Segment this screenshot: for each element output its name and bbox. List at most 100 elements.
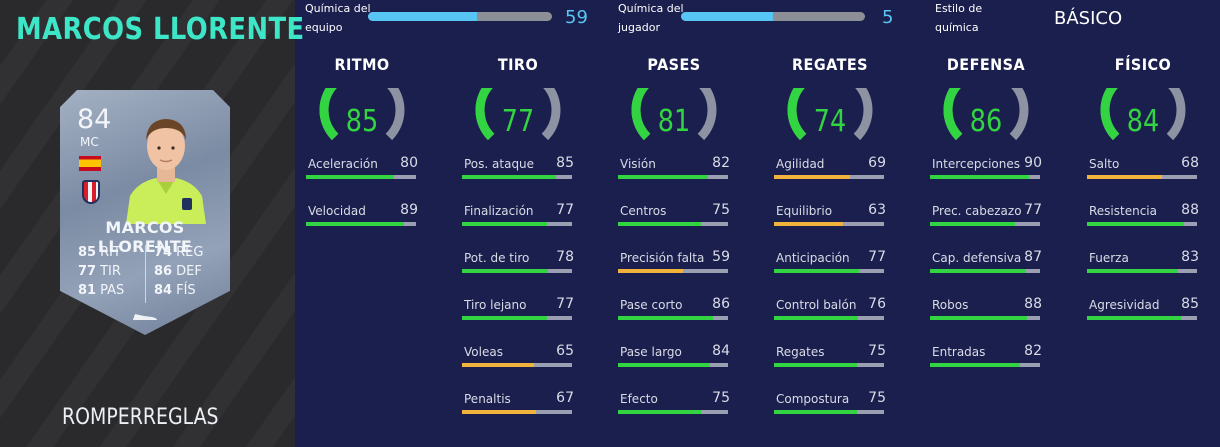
category-gauge: 86 [938, 88, 1034, 144]
sub-stat-value: 88 [1024, 296, 1042, 312]
category-title: TIRO [497, 55, 539, 74]
gauge-arc [475, 88, 561, 141]
sub-stat-row: Anticipación 77 [774, 249, 886, 298]
card-rating: 84 [77, 104, 112, 135]
sub-stat-bar [774, 363, 884, 367]
card-stat-def: 86 DEF [154, 264, 202, 279]
sub-stat-bar [462, 175, 572, 179]
sub-stat-label: Finalización [464, 204, 534, 218]
sub-stat-value: 80 [400, 155, 418, 171]
chemistry-style-name: ROMPERREGLAS [62, 405, 219, 430]
sub-stat-value: 68 [1181, 155, 1199, 171]
sub-stat-bar [462, 363, 572, 367]
sub-stat-bar [462, 222, 572, 226]
club-crest-icon [82, 180, 100, 204]
sub-stat-bar [1087, 269, 1197, 273]
sub-stat-row: Visión 82 [618, 155, 730, 204]
category-gauge: 85 [314, 88, 410, 144]
player-chemistry-meter [681, 12, 865, 21]
chemistry-style-value: BÁSICO [1054, 8, 1123, 29]
stat-column-pases: PASES 81 Visión 82 Centros 75 Precisión falta 5… [618, 55, 730, 439]
card-position: MC [80, 135, 99, 149]
sub-stat-bar [1087, 175, 1197, 179]
sub-stat-row: Intercepciones 90 [930, 155, 1042, 204]
player-name: MARCOS LLORENTE [16, 12, 305, 47]
sub-stat-value: 84 [712, 343, 730, 359]
card-stat-fis: 84 FÍS [154, 283, 196, 298]
sub-stat-row: Equilibrio 63 [774, 202, 886, 251]
sub-stat-row: Cap. defensiva 87 [930, 249, 1042, 298]
stat-column-tiro: TIRO 77 Pos. ataque 85 Finalización 77 Pot. de… [462, 55, 574, 439]
sub-stat-bar [618, 410, 728, 414]
stat-column-regates: REGATES 74 Agilidad 69 Equilibrio 63 Anticipac… [774, 55, 886, 439]
sub-stat-label: Salto [1089, 157, 1120, 171]
sub-stat-bar-fill [1087, 222, 1184, 226]
boot-icon [133, 314, 157, 320]
sub-stat-bar-fill [306, 222, 404, 226]
sub-stat-label: Robos [932, 298, 969, 312]
sub-stat-row: Robos 88 [930, 296, 1042, 345]
sub-stat-bar [1087, 316, 1197, 320]
sub-stat-bar-fill [462, 175, 556, 179]
sub-stat-label: Compostura [776, 392, 850, 406]
sub-stat-label: Anticipación [776, 251, 850, 265]
card-stat-pas: 81 PAS [78, 283, 125, 298]
sub-stat-bar-fill [618, 363, 711, 367]
sub-stat-bar [618, 316, 728, 320]
sub-stat-value: 83 [1181, 249, 1199, 265]
sub-stat-value: 78 [556, 249, 574, 265]
stat-column-ritmo: RITMO 85 Aceleración 80 Velocidad 89 [306, 55, 418, 251]
category-gauge: 74 [782, 88, 878, 144]
category-rating: 84 [1126, 104, 1160, 139]
sub-stat-value: 75 [868, 343, 886, 359]
sub-stat-value: 75 [712, 202, 730, 218]
stat-column-defensa: DEFENSA 86 Intercepciones 90 Prec. cabezazo 7… [930, 55, 1042, 392]
sub-stat-list: Pos. ataque 85 Finalización 77 Pot. de tiro 7… [462, 155, 574, 439]
sub-stat-value: 82 [1024, 343, 1042, 359]
sub-stat-value: 63 [868, 202, 886, 218]
player-chemistry-value: 5 [882, 7, 894, 28]
sub-stat-list: Visión 82 Centros 75 Precisión falta 59 Pase c… [618, 155, 730, 439]
sub-stat-row: Efecto 75 [618, 390, 730, 439]
sub-stat-value: 59 [712, 249, 730, 265]
category-rating: 86 [969, 104, 1003, 139]
sub-stat-bar-fill [618, 410, 701, 414]
sub-stat-label: Precisión falta [620, 251, 705, 265]
sub-stat-bar [462, 269, 572, 273]
sub-stat-label: Visión [620, 157, 656, 171]
sub-stat-bar-fill [462, 363, 534, 367]
sub-stat-row: Pos. ataque 85 [462, 155, 574, 204]
sub-stat-list: Aceleración 80 Velocidad 89 [306, 155, 418, 251]
player-portrait [126, 119, 206, 224]
sub-stat-bar-fill [462, 269, 548, 273]
sub-stat-list: Intercepciones 90 Prec. cabezazo 77 Cap. def… [930, 155, 1042, 392]
sub-stat-label: Voleas [464, 345, 503, 359]
player-chemistry-fill [681, 12, 773, 21]
sub-stat-bar [930, 316, 1040, 320]
sub-stat-row: Prec. cabezazo 77 [930, 202, 1042, 251]
sub-stat-value: 75 [712, 390, 730, 406]
sub-stat-value: 76 [868, 296, 886, 312]
player-chemistry-label: Química del jugador [618, 2, 684, 34]
sub-stat-value: 65 [556, 343, 574, 359]
sub-stat-value: 69 [868, 155, 886, 171]
sub-stat-bar-fill [1087, 269, 1179, 273]
sub-stat-row: Regates 75 [774, 343, 886, 392]
sub-stat-bar-fill [774, 222, 844, 226]
sub-stat-label: Agresividad [1089, 298, 1160, 312]
category-rating: 74 [813, 104, 847, 139]
sub-stat-bar-fill [1087, 175, 1162, 179]
sub-stat-bar [774, 222, 884, 226]
card-stat-tir: 77 TIR [78, 264, 121, 279]
spain-flag-icon [79, 156, 101, 171]
sub-stat-bar-fill [930, 175, 1029, 179]
sub-stat-bar-fill [774, 363, 857, 367]
sub-stat-label: Fuerza [1089, 251, 1129, 265]
sub-stat-label: Entradas [932, 345, 986, 359]
sub-stat-bar-fill [462, 410, 536, 414]
player-panel: MARCOS LLORENTE 84 MC MARCOS LLORENTE 85… [0, 0, 304, 447]
sub-stat-row: Penaltis 67 [462, 390, 574, 439]
sub-stat-value: 77 [556, 296, 574, 312]
category-rating: 85 [345, 104, 379, 139]
sub-stat-row: Pase largo 84 [618, 343, 730, 392]
